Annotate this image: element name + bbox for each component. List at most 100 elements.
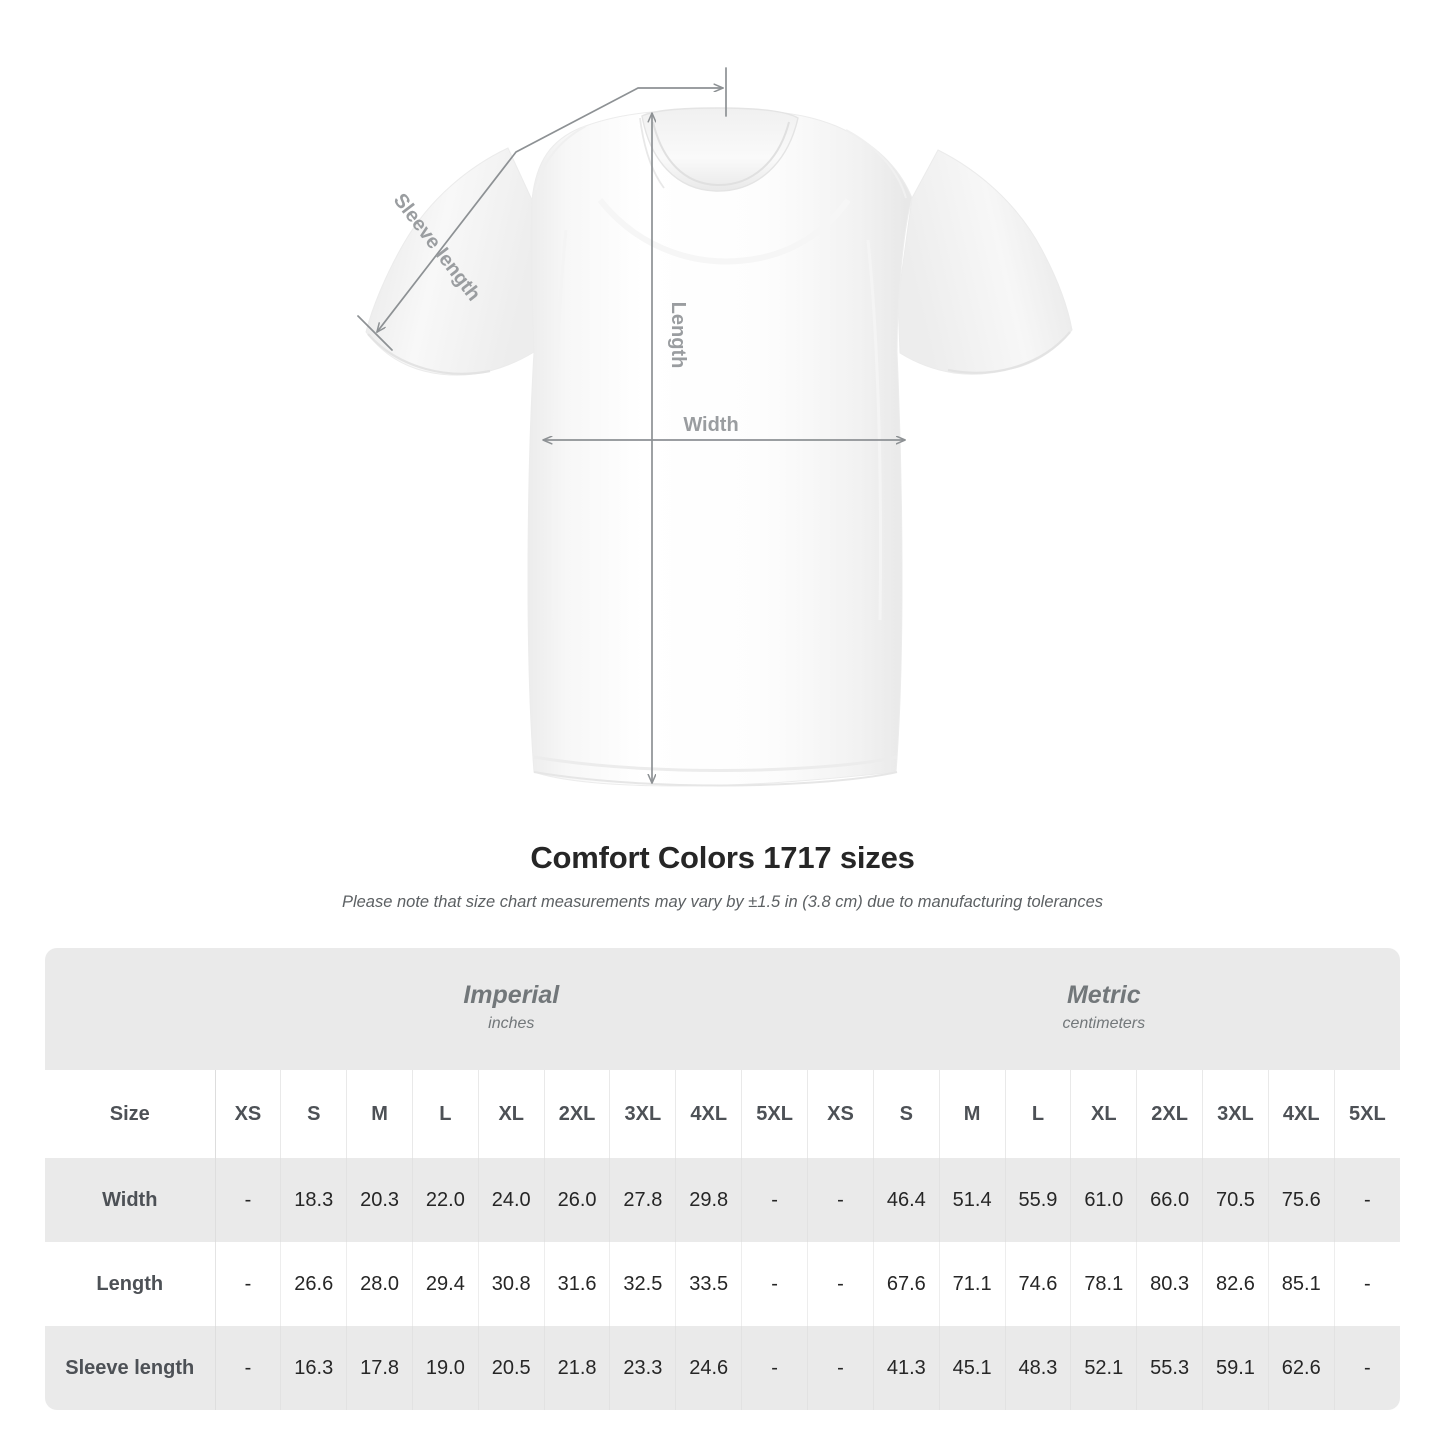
title-block: Comfort Colors 1717 sizes Please note th… bbox=[0, 838, 1445, 913]
measurement-cell: 51.4 bbox=[939, 1158, 1006, 1242]
measurement-cell: 27.8 bbox=[609, 1158, 677, 1242]
measurement-cell: 75.6 bbox=[1268, 1158, 1335, 1242]
measurement-row-label: Sleeve length bbox=[45, 1326, 216, 1410]
measurement-cell: 78.1 bbox=[1070, 1242, 1138, 1326]
measurement-cell: 71.1 bbox=[939, 1242, 1006, 1326]
measurement-cell: 17.8 bbox=[346, 1326, 413, 1410]
size-header-cell: M bbox=[346, 1070, 413, 1158]
tshirt-diagram-panel: Sleeve length Length Width bbox=[357, 67, 1073, 787]
measurement-cell: - bbox=[741, 1242, 809, 1326]
size-header-cell: XL bbox=[478, 1070, 545, 1158]
measurement-cell: 70.5 bbox=[1202, 1158, 1269, 1242]
size-header-cell: XS bbox=[807, 1070, 874, 1158]
measurement-cell: 82.6 bbox=[1202, 1242, 1269, 1326]
unit-group-imperial: Imperial inches bbox=[215, 948, 808, 1070]
measurement-cell: 22.0 bbox=[412, 1158, 479, 1242]
measurement-cell: 74.6 bbox=[1005, 1242, 1072, 1326]
length-label: Length bbox=[667, 302, 689, 369]
size-header-cell: 3XL bbox=[1202, 1070, 1269, 1158]
measurement-cell: 80.3 bbox=[1136, 1242, 1204, 1326]
size-header-row: Size XS S M L XL 2XL 3XL 4XL 5XL XS S M L XL 2XL 3XL 4XL… bbox=[45, 1070, 1401, 1158]
measurement-cell: 20.5 bbox=[478, 1326, 545, 1410]
measurement-cell: 41.3 bbox=[873, 1326, 940, 1410]
measurement-cell: - bbox=[741, 1326, 809, 1410]
unit-imperial-sub: inches bbox=[488, 1015, 535, 1032]
size-chart-table-wrapper: Imperial inches Metric centimeters Size … bbox=[45, 948, 1401, 1410]
sleeve-bottom-tick bbox=[357, 315, 393, 351]
measurement-cell: 18.3 bbox=[280, 1158, 348, 1242]
table-row: Width -18.3 20.3 22.0 24.0 26.0 27.8 29.8- -46.4… bbox=[45, 1158, 1401, 1242]
measurement-cell: - bbox=[807, 1326, 874, 1410]
unit-imperial-name: Imperial bbox=[463, 981, 560, 1009]
measurement-cell: - bbox=[215, 1242, 282, 1326]
measurement-cell: 48.3 bbox=[1005, 1326, 1072, 1410]
tshirt-measurement-diagram: Sleeve length Length Width bbox=[357, 67, 1073, 787]
tolerance-note: Please note that size chart measurements… bbox=[341, 893, 1104, 911]
measurement-cell: 29.4 bbox=[412, 1242, 479, 1326]
measurement-cell: 24.0 bbox=[478, 1158, 545, 1242]
measurement-cell: 26.0 bbox=[544, 1158, 611, 1242]
size-header-cell: 5XL bbox=[1334, 1070, 1401, 1158]
measurement-cell: 16.3 bbox=[280, 1326, 348, 1410]
measurement-cell: - bbox=[1334, 1158, 1401, 1242]
measurement-row-label: Length bbox=[45, 1242, 216, 1326]
size-header-cell: S bbox=[280, 1070, 348, 1158]
measurement-cell: 62.6 bbox=[1268, 1326, 1335, 1410]
size-header-cell: 2XL bbox=[1136, 1070, 1204, 1158]
size-header-cell: S bbox=[873, 1070, 940, 1158]
measurement-cell: 26.6 bbox=[280, 1242, 348, 1326]
measurement-row-label: Width bbox=[45, 1158, 216, 1242]
measurement-cell: 66.0 bbox=[1136, 1158, 1204, 1242]
width-label: Width bbox=[683, 414, 738, 436]
measurement-cell: 20.3 bbox=[346, 1158, 413, 1242]
measurement-cell: 55.9 bbox=[1005, 1158, 1072, 1242]
measurement-cell: 55.3 bbox=[1136, 1326, 1204, 1410]
measurement-cell: 59.1 bbox=[1202, 1326, 1269, 1410]
measurement-cell: 67.6 bbox=[873, 1242, 940, 1326]
left-sleeve-hem bbox=[367, 333, 491, 375]
sleeve-length-leader-line bbox=[377, 88, 724, 332]
size-chart-table: Imperial inches Metric centimeters Size … bbox=[45, 948, 1401, 1410]
body-fold-right bbox=[866, 239, 882, 621]
measurement-cell: - bbox=[215, 1158, 282, 1242]
size-header-cell: L bbox=[1005, 1070, 1072, 1158]
measurement-cell: 31.6 bbox=[544, 1242, 611, 1326]
unit-metric-sub: centimeters bbox=[1062, 1015, 1146, 1032]
measurement-cell: 19.0 bbox=[412, 1326, 479, 1410]
right-shoulder-seam bbox=[845, 129, 907, 199]
size-header-cell: 4XL bbox=[675, 1070, 743, 1158]
table-row: Length -26.6 28.0 29.4 30.8 31.6 32.5 33.5- -67.… bbox=[45, 1242, 1401, 1326]
measurement-cell: 33.5 bbox=[675, 1242, 743, 1326]
right-sleeve-hem bbox=[947, 331, 1071, 374]
size-header-cell: 4XL bbox=[1268, 1070, 1335, 1158]
measurement-cell: 23.3 bbox=[609, 1326, 677, 1410]
measurement-cell: 29.8 bbox=[675, 1158, 743, 1242]
size-header-cell: M bbox=[939, 1070, 1006, 1158]
unit-banner-row: Imperial inches Metric centimeters bbox=[45, 948, 1401, 1070]
measurement-cell: 52.1 bbox=[1070, 1326, 1138, 1410]
size-header-cell: 2XL bbox=[544, 1070, 611, 1158]
measurement-cell: 30.8 bbox=[478, 1242, 545, 1326]
measurement-cell: - bbox=[807, 1158, 874, 1242]
measurement-cell: - bbox=[1334, 1242, 1401, 1326]
size-header-cell: 5XL bbox=[741, 1070, 809, 1158]
right-sleeve bbox=[897, 149, 1073, 375]
unit-group-metric: Metric centimeters bbox=[807, 948, 1401, 1070]
unit-metric-name: Metric bbox=[1066, 981, 1141, 1009]
size-header-cell: XL bbox=[1070, 1070, 1138, 1158]
size-header-cell: 3XL bbox=[609, 1070, 677, 1158]
measurement-cell: - bbox=[215, 1326, 282, 1410]
measurement-cell: 46.4 bbox=[873, 1158, 940, 1242]
measurement-cell: 85.1 bbox=[1268, 1242, 1335, 1326]
shirt-body bbox=[527, 110, 913, 787]
unit-banner-spacer bbox=[45, 948, 215, 1070]
page-title: Comfort Colors 1717 sizes bbox=[530, 840, 915, 875]
measurement-cell: 45.1 bbox=[939, 1326, 1006, 1410]
measurement-cell: 32.5 bbox=[609, 1242, 677, 1326]
size-header-label: Size bbox=[45, 1070, 216, 1158]
measurement-cell: 24.6 bbox=[675, 1326, 743, 1410]
measurement-cell: - bbox=[807, 1242, 874, 1326]
table-row: Sleeve length -16.3 17.8 19.0 20.5 21.8 23.3 24… bbox=[45, 1326, 1401, 1410]
measurement-cell: 21.8 bbox=[544, 1326, 611, 1410]
size-header-cell: L bbox=[412, 1070, 479, 1158]
